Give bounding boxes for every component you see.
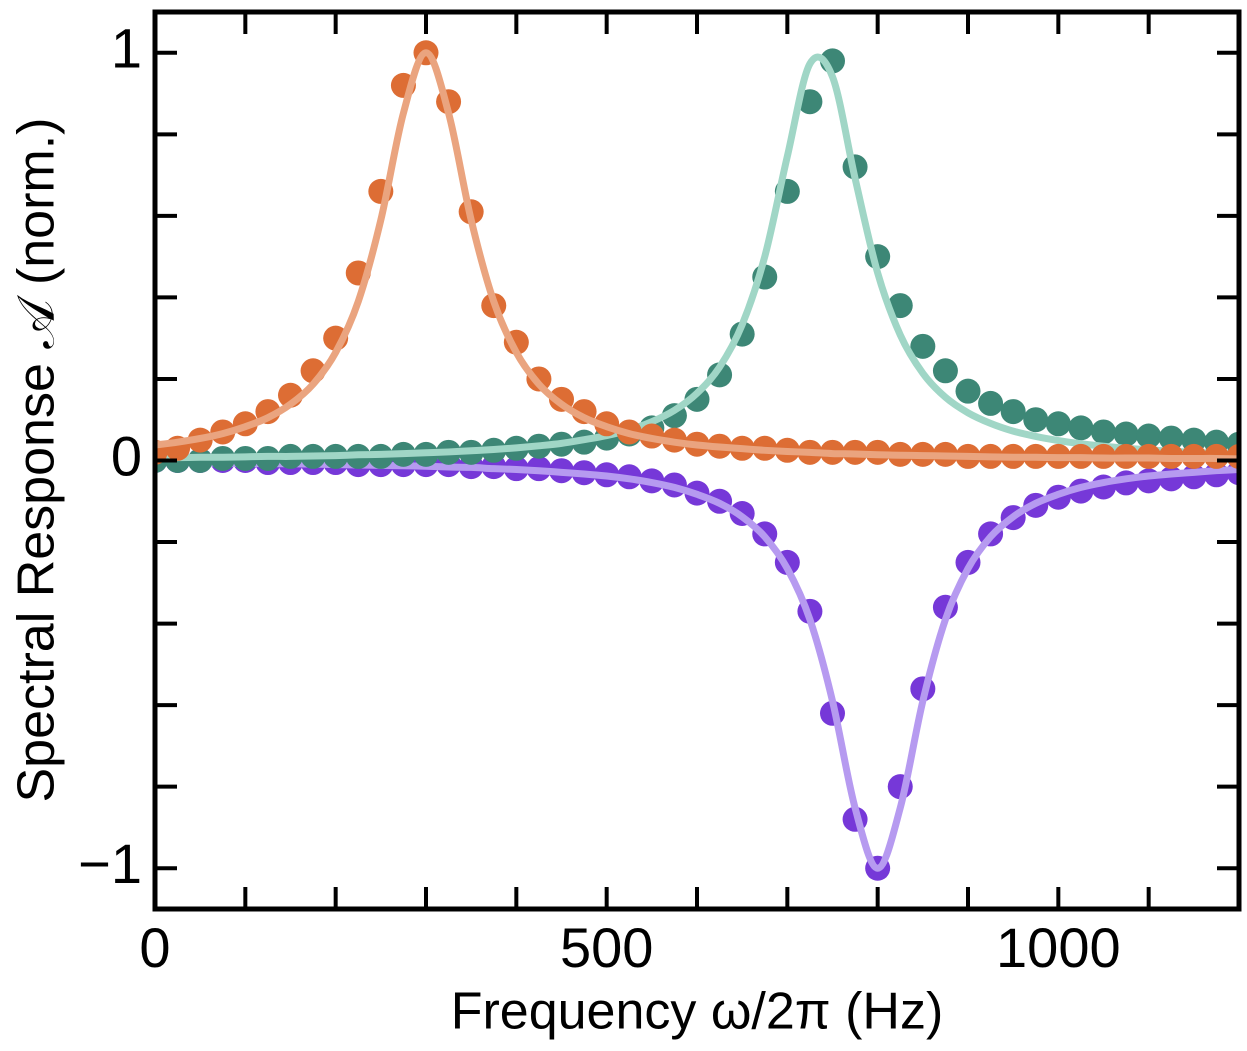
y-tick-label: 0 (111, 424, 142, 487)
data-point (1000, 399, 1026, 425)
data-point (955, 378, 981, 404)
fit-line (155, 53, 1239, 462)
y-tick-label: 1 (111, 17, 142, 80)
x-axis-label: Frequency ω/2π (Hz) (451, 983, 944, 1041)
data-point (1045, 411, 1071, 437)
data-point (932, 358, 958, 384)
series (155, 40, 1239, 469)
x-tick-label: 0 (139, 916, 170, 979)
data-point (910, 333, 936, 359)
data-point (684, 386, 710, 412)
data-point (1113, 421, 1139, 447)
y-axis-label: Spectral Response 𝒜 (norm.) (8, 118, 66, 803)
y-tick-label: −1 (78, 832, 142, 895)
data-point (1136, 423, 1162, 449)
plot-area (155, 40, 1239, 881)
x-tick-label: 1000 (996, 916, 1121, 979)
data-point (1158, 425, 1184, 451)
data-point (978, 390, 1004, 416)
series (155, 448, 1239, 881)
data-point (1023, 407, 1049, 433)
series (155, 48, 1239, 473)
data-point (1091, 419, 1116, 445)
fit-line (155, 459, 1239, 872)
data-point (1068, 415, 1094, 441)
fit-line (155, 49, 1239, 463)
x-tick-label: 500 (560, 916, 653, 979)
